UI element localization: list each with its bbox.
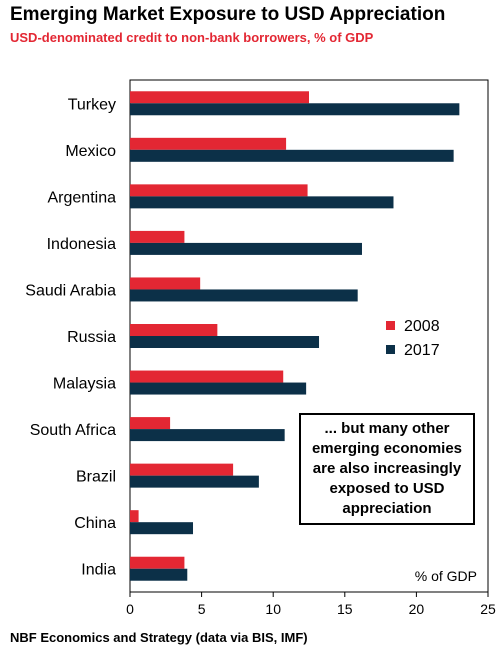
legend-swatch-2008: [386, 321, 395, 330]
bar-2017-mexico: [130, 149, 454, 162]
bar-2017-turkey: [130, 103, 460, 116]
bar-2017-brazil: [130, 475, 259, 488]
bar-2008-mexico: [130, 137, 287, 150]
category-label: Saudi Arabia: [25, 282, 116, 299]
bar-2008-russia: [130, 324, 218, 336]
category-label: Argentina: [48, 189, 117, 206]
category-label: Brazil: [76, 469, 116, 486]
x-tick-label: 10: [265, 601, 281, 617]
bar-2008-south-africa: [130, 417, 171, 430]
bar-2017-russia: [130, 336, 320, 348]
bar-2017-argentina: [130, 196, 394, 209]
bar-2017-saudi-arabia: [130, 289, 358, 302]
chart-subtitle: USD-denominated credit to non-bank borro…: [10, 30, 374, 45]
bar-2008-turkey: [130, 91, 309, 104]
bar-2008-china: [130, 510, 139, 523]
category-label: South Africa: [30, 422, 116, 439]
category-label: Russia: [67, 329, 116, 346]
source-note: NBF Economics and Strategy (data via BIS…: [10, 630, 308, 645]
bar-2008-india: [130, 556, 185, 569]
category-label: India: [81, 562, 116, 579]
legend-label-2017: 2017: [404, 342, 440, 359]
bar-2008-saudi-arabia: [130, 277, 201, 290]
category-label: Mexico: [65, 143, 116, 160]
bar-2017-south-africa: [130, 429, 285, 442]
bar-2017-china: [130, 522, 194, 535]
bar-2017-india: [130, 568, 188, 581]
category-label: China: [74, 515, 116, 532]
unit-label: % of GDP: [415, 568, 477, 584]
annotation-box: ... but many other emerging economies ar…: [299, 413, 475, 525]
bar-2008-malaysia: [130, 370, 284, 383]
x-tick-label: 15: [337, 601, 353, 617]
x-tick-label: 0: [126, 601, 134, 617]
x-tick-label: 20: [409, 601, 425, 617]
legend-label-2008: 2008: [404, 318, 440, 335]
bar-2017-indonesia: [130, 242, 362, 255]
x-tick-label: 5: [198, 601, 206, 617]
bar-2008-indonesia: [130, 230, 185, 243]
legend-swatch-2017: [386, 345, 395, 354]
chart-title: Emerging Market Exposure to USD Apprecia…: [10, 4, 446, 25]
bar-2017-malaysia: [130, 382, 307, 395]
category-label: Indonesia: [47, 236, 116, 253]
category-label: Turkey: [68, 96, 116, 113]
bar-2008-argentina: [130, 184, 308, 197]
bar-2008-brazil: [130, 463, 234, 476]
category-label: Malaysia: [53, 376, 116, 393]
x-tick-label: 25: [480, 601, 496, 617]
